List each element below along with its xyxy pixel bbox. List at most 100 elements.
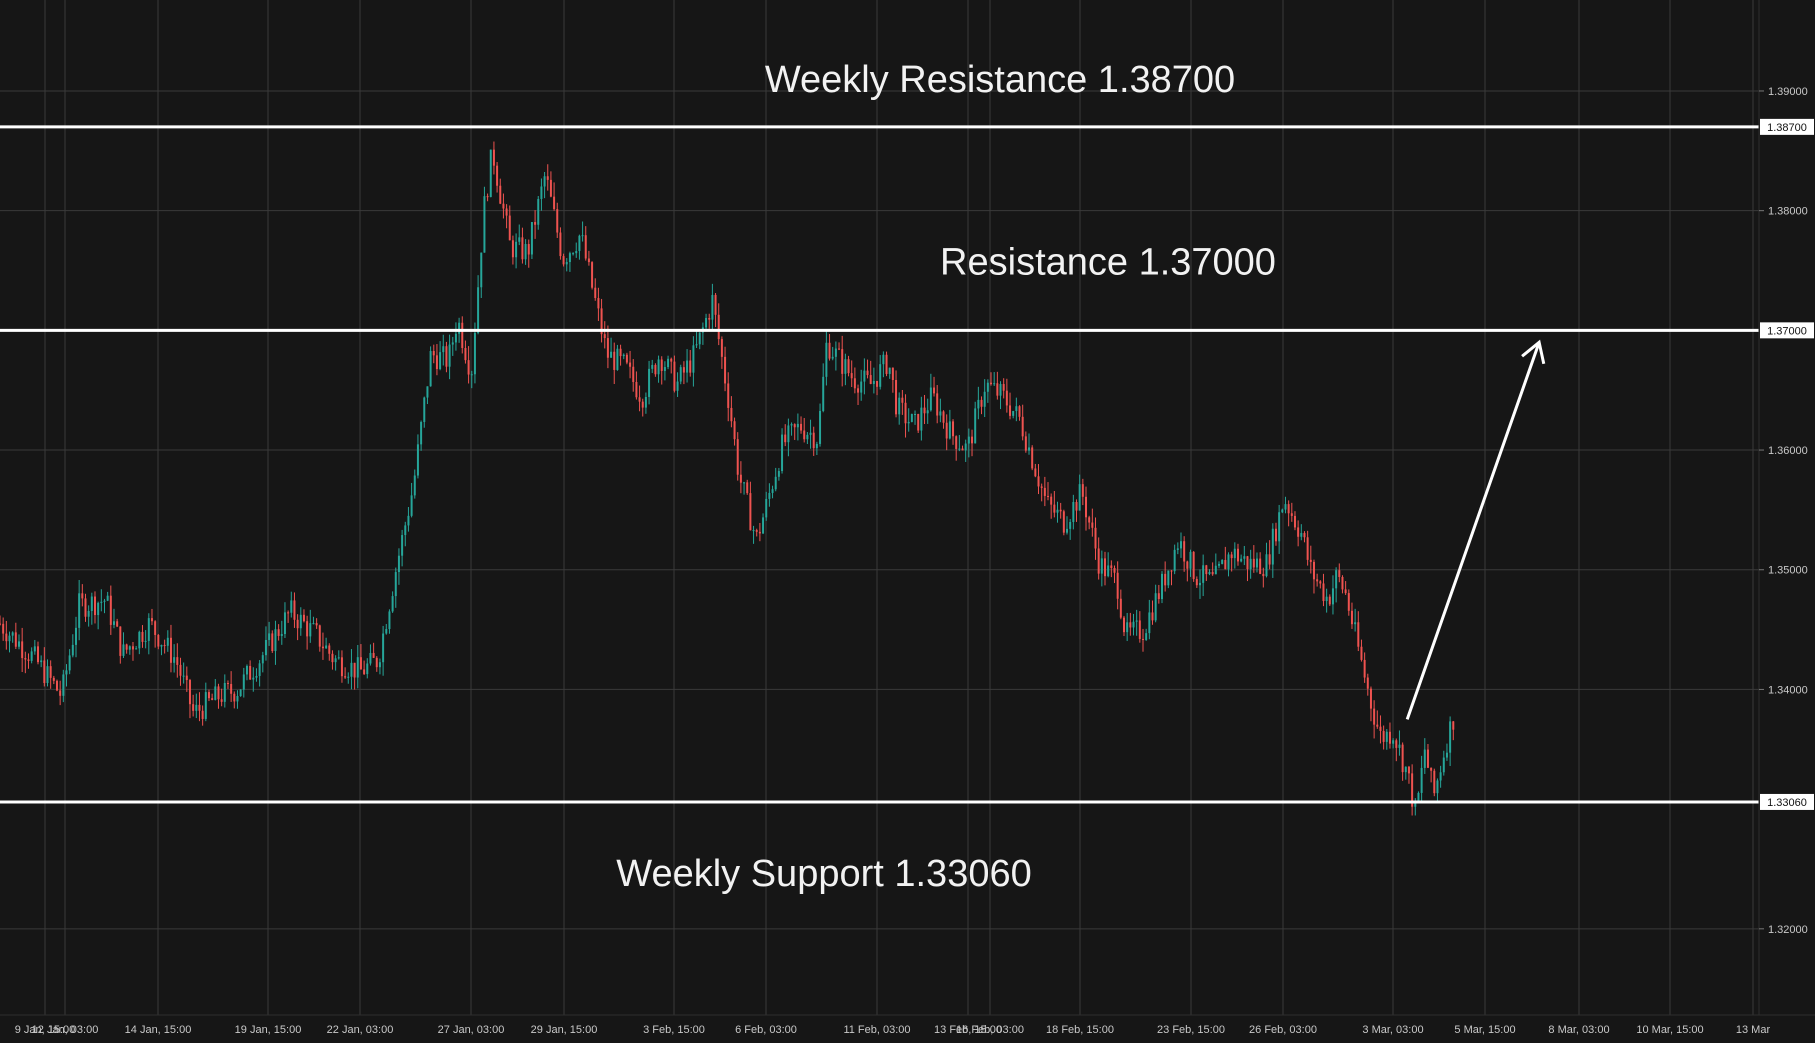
x-tick-label: 16 Feb, 03:00 bbox=[956, 1024, 1024, 1036]
candle-body bbox=[515, 241, 518, 258]
candle-body bbox=[739, 474, 742, 483]
candle-body bbox=[1075, 502, 1078, 511]
candle-body bbox=[629, 362, 632, 367]
candle-body bbox=[800, 423, 803, 431]
y-tick-label: 1.39000 bbox=[1768, 86, 1808, 98]
candle-body bbox=[1312, 561, 1315, 580]
candle-body bbox=[1126, 622, 1129, 633]
candle-body bbox=[334, 658, 337, 663]
candle-body bbox=[1297, 527, 1300, 537]
candle-body bbox=[1287, 504, 1290, 514]
candle-body bbox=[1395, 740, 1398, 748]
candle-body bbox=[1047, 495, 1050, 497]
candle-body bbox=[641, 401, 644, 408]
candle-body bbox=[1240, 558, 1243, 562]
candle-body bbox=[138, 631, 141, 649]
candle-body bbox=[1246, 556, 1249, 570]
candle-body bbox=[1442, 757, 1445, 773]
arrow-head bbox=[1521, 339, 1546, 365]
candle-body bbox=[768, 492, 771, 499]
level-lines bbox=[0, 125, 1759, 804]
candle-body bbox=[372, 652, 375, 658]
candle-body bbox=[477, 287, 480, 333]
candle-body bbox=[1183, 541, 1186, 562]
candle-body bbox=[860, 381, 863, 393]
candle-body bbox=[169, 637, 172, 663]
candle-body bbox=[667, 358, 670, 368]
candle-body bbox=[568, 253, 571, 263]
candle-body bbox=[1328, 596, 1331, 605]
candle-body bbox=[223, 683, 226, 702]
candle-body bbox=[1202, 565, 1205, 583]
candle-body bbox=[1433, 770, 1436, 794]
candle-body bbox=[1119, 598, 1122, 618]
candle-body bbox=[442, 346, 445, 353]
candle-body bbox=[980, 399, 983, 407]
candle-body bbox=[625, 354, 628, 363]
candle-body bbox=[1322, 583, 1325, 602]
candle-body bbox=[252, 677, 255, 680]
candle-body bbox=[587, 258, 590, 263]
candle-body bbox=[622, 354, 625, 357]
candle-body bbox=[499, 185, 502, 204]
candle-body bbox=[790, 424, 793, 426]
x-tick-label: 26 Feb, 03:00 bbox=[1249, 1024, 1317, 1036]
x-tick-label: 14 Jan, 15:00 bbox=[125, 1024, 192, 1036]
candle-body bbox=[983, 391, 986, 407]
candle-body bbox=[1091, 522, 1094, 528]
candle-body bbox=[65, 670, 68, 675]
candle-body bbox=[147, 618, 150, 641]
candle-body bbox=[154, 621, 157, 635]
candle-body bbox=[378, 662, 381, 668]
x-tick-label: 11 Feb, 03:00 bbox=[843, 1024, 910, 1036]
candle-body bbox=[841, 349, 844, 374]
candle-body bbox=[562, 256, 565, 265]
candle-body bbox=[179, 664, 182, 676]
candle-body bbox=[958, 448, 961, 450]
candle-body bbox=[249, 665, 252, 680]
candle-body bbox=[1221, 559, 1224, 564]
candle-body bbox=[423, 397, 426, 423]
candle-body bbox=[1214, 565, 1217, 575]
candle-body bbox=[1249, 558, 1252, 570]
candle-body bbox=[1230, 554, 1233, 559]
candle-body bbox=[955, 436, 958, 449]
candle-body bbox=[141, 631, 144, 642]
candle-body bbox=[727, 383, 730, 408]
candle-body bbox=[1100, 558, 1103, 574]
candle-body bbox=[470, 374, 473, 376]
candle-body bbox=[926, 410, 929, 414]
candle-body bbox=[695, 344, 698, 346]
candle-body bbox=[445, 346, 448, 367]
candle-body bbox=[806, 434, 809, 440]
candle-body bbox=[321, 646, 324, 649]
candle-body bbox=[268, 633, 271, 640]
level-price-tag-text: 1.37000 bbox=[1767, 325, 1807, 337]
price-axis[interactable]: 1.39000 1.38000 1.36000 1.35000 1.34000 1.320… bbox=[1758, 0, 1814, 1015]
candle-body bbox=[27, 659, 30, 661]
candle-body bbox=[293, 600, 296, 620]
candle-body bbox=[106, 595, 109, 601]
candle-body bbox=[1005, 390, 1008, 406]
x-tick-label: 12 Jan, 03:00 bbox=[32, 1024, 99, 1036]
candle-body bbox=[1379, 726, 1382, 731]
candle-body bbox=[277, 629, 280, 636]
x-tick-label: 18 Feb, 15:00 bbox=[1046, 1024, 1114, 1036]
candle-body bbox=[1259, 558, 1262, 574]
candle-body bbox=[388, 611, 391, 630]
candle-body bbox=[502, 203, 505, 209]
candle-body bbox=[781, 434, 784, 472]
candle-body bbox=[952, 421, 955, 437]
candle-body bbox=[157, 634, 160, 647]
candle-body bbox=[1335, 570, 1338, 589]
candle-body bbox=[1053, 504, 1056, 513]
candle-body bbox=[1088, 517, 1091, 523]
candle-body bbox=[1116, 572, 1119, 599]
candle-body bbox=[328, 645, 331, 654]
candle-body bbox=[214, 686, 217, 700]
candle-body bbox=[1154, 593, 1157, 621]
candle-body bbox=[258, 663, 261, 676]
candle-body bbox=[1426, 749, 1429, 768]
candle-body bbox=[904, 402, 907, 424]
